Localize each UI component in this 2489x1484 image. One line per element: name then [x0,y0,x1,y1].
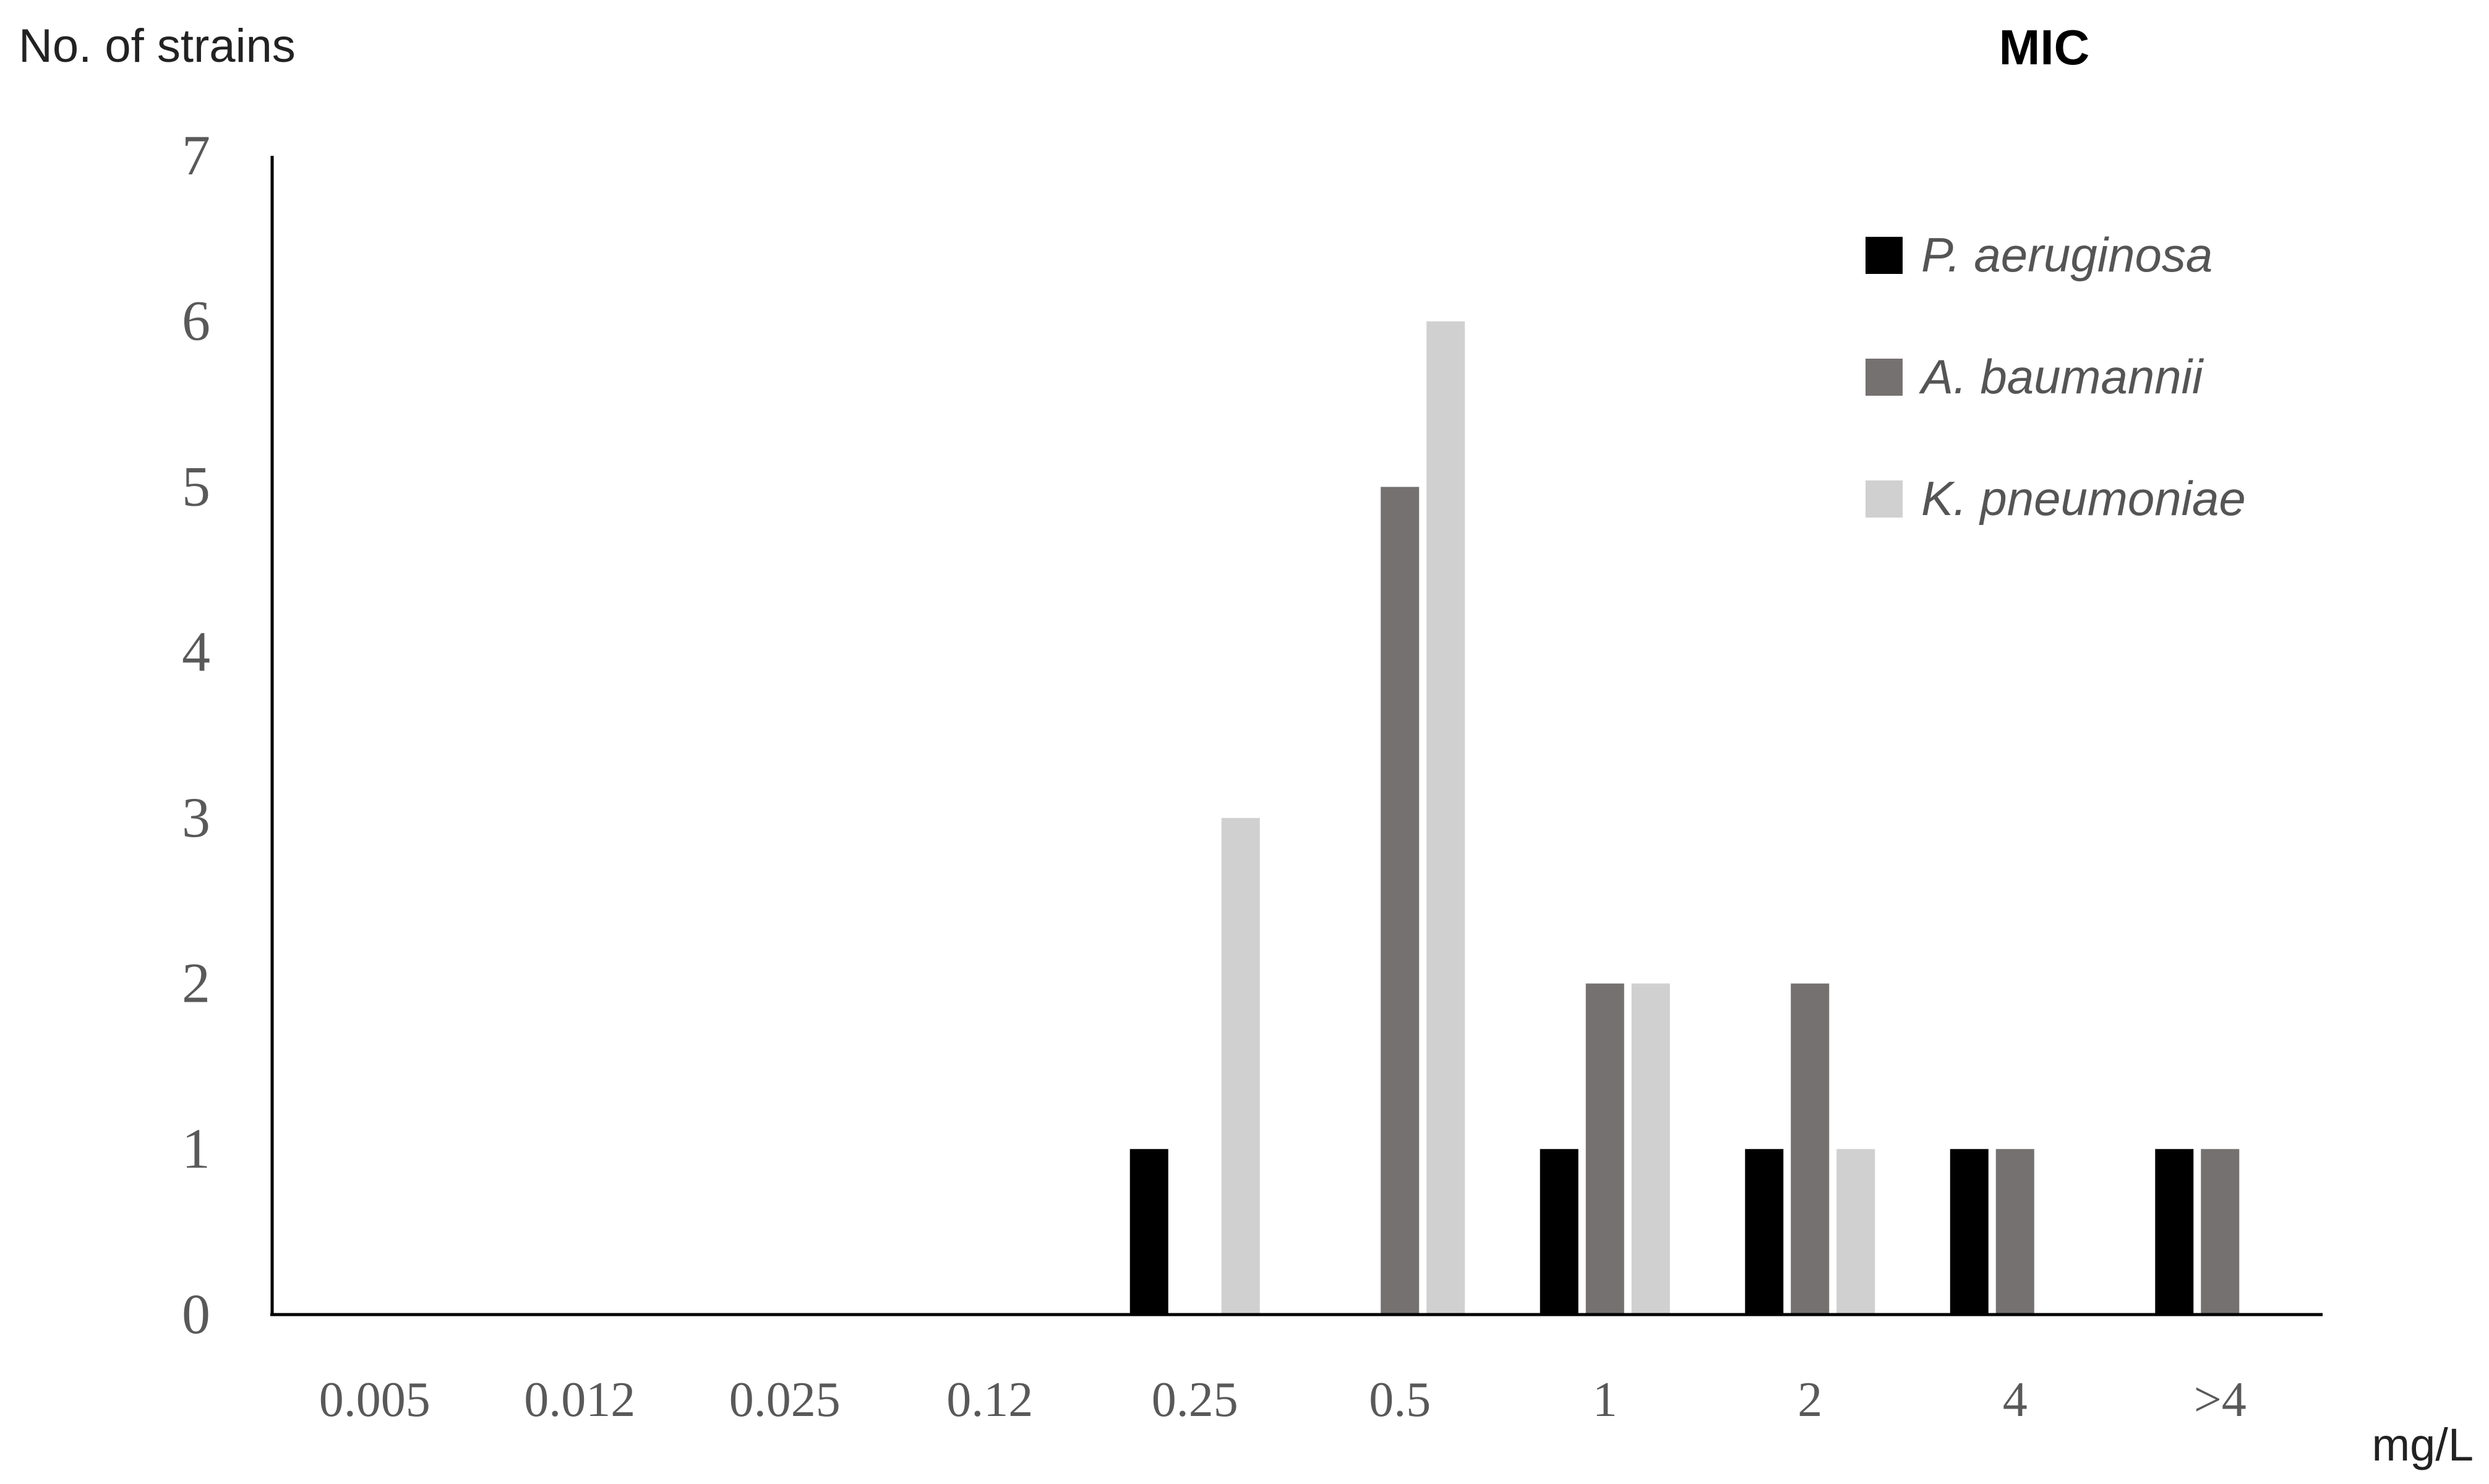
x-tick-label: 2 [1797,1373,1822,1427]
bar [1995,1149,2034,1315]
x-tick-label: 1 [1593,1373,1617,1427]
bar [2201,1149,2240,1315]
legend-label: P. aeruginosa [1921,228,2213,282]
y-tick-label: 7 [182,124,210,187]
bar [1585,983,1624,1315]
legend: P. aeruginosa A. baumannii K. pneumoniae [1866,228,2246,526]
bars-layer [1129,321,2240,1315]
legend-label: K. pneumoniae [1921,471,2246,526]
y-tick-label: 5 [182,454,210,518]
legend-swatch [1866,237,1903,274]
x-tick-label: 0.005 [319,1373,431,1427]
bar [1129,1149,1168,1315]
bar [1836,1149,1875,1315]
x-tick-label: 0.5 [1369,1373,1431,1427]
bar [1631,983,1670,1315]
x-tick-label: >4 [2194,1373,2247,1427]
x-axis-unit-label: mg/L [2371,1419,2474,1470]
y-tick-label: 1 [182,1117,210,1180]
y-tick-label: 2 [182,952,210,1015]
legend-label: A. baumannii [1919,349,2204,404]
x-tick-labels: 0.005 0.012 0.025 0.12 0.25 0.5 1 2 4 >4 [319,1373,2247,1427]
bar [1426,321,1465,1315]
bar [1540,1149,1579,1315]
y-tick-label: 6 [182,289,210,352]
x-tick-label: 4 [2003,1373,2028,1427]
bar [1745,1149,1784,1315]
bar [1950,1149,1989,1315]
bar [2155,1149,2194,1315]
bar [1791,983,1830,1315]
y-tick-label: 0 [182,1282,210,1345]
y-tick-label: 3 [182,786,210,849]
x-tick-label: 0.12 [946,1373,1033,1427]
chart-title: MIC [1999,20,2090,75]
bar [1221,817,1260,1315]
legend-swatch [1866,359,1903,396]
y-tick-labels: 0 1 2 3 4 5 6 7 [182,124,210,1345]
y-tick-label: 4 [182,620,210,683]
x-tick-label: 0.25 [1152,1373,1238,1427]
bar [1381,487,1420,1315]
x-tick-label: 0.012 [524,1373,635,1427]
x-tick-label: 0.025 [729,1373,841,1427]
legend-swatch [1866,480,1903,518]
y-axis-title: No. of strains [19,20,296,72]
